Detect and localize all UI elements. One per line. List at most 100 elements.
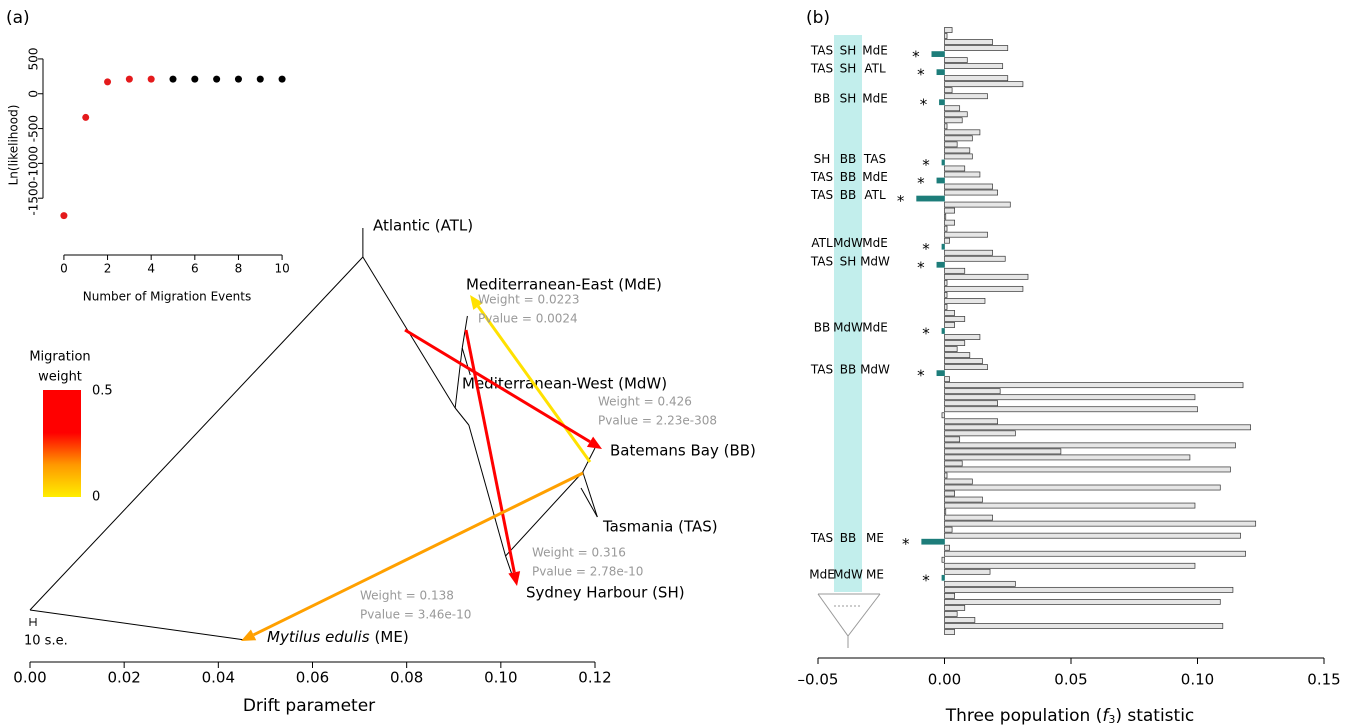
bar: [944, 237, 950, 244]
bar: [944, 63, 1004, 69]
bar: [944, 382, 1244, 389]
migration-weight: Weight = 0.426: [598, 395, 692, 409]
bar: [944, 605, 966, 611]
triplet-label: TAS: [810, 44, 833, 58]
x-tick-label: 0.10: [1181, 671, 1214, 689]
bar: [944, 586, 1234, 593]
point: [191, 75, 199, 83]
point: [125, 75, 133, 83]
leaf-label-code: (ME): [375, 628, 409, 646]
triplet-label: SH: [840, 62, 857, 76]
x-tick-label: 0.04: [202, 669, 235, 687]
y-tick-label: -500: [27, 115, 41, 142]
bar: [916, 195, 945, 202]
bar: [944, 105, 961, 112]
migration-pvalue: Pvalue = 2.23e-308: [598, 414, 717, 428]
bar: [944, 298, 986, 304]
branch: [29, 256, 364, 611]
bar: [944, 376, 950, 383]
point: [147, 75, 155, 83]
triplet-label: MdE: [862, 236, 888, 250]
bar: [944, 93, 988, 100]
x-axis-label: Drift parameter: [243, 696, 375, 716]
triplet-label: TAS: [810, 254, 833, 268]
bar: [944, 436, 961, 443]
triplet-label: BB: [840, 531, 856, 545]
bar: [944, 496, 983, 503]
migration-arrowhead: [241, 629, 257, 641]
x-tick-label: 10: [274, 262, 289, 276]
bar: [944, 562, 1196, 569]
bar: [941, 328, 945, 334]
funnel-icon: [817, 593, 881, 648]
legend-title: Migration: [29, 350, 90, 365]
x-axis-label: Number of Migration Events: [83, 290, 251, 304]
triplet-label: BB: [840, 188, 856, 202]
leaf-label: Tasmania (TAS): [602, 518, 718, 536]
leaf-label: Batemans Bay (BB): [610, 442, 756, 460]
bar: [944, 27, 953, 33]
bar: [944, 117, 963, 124]
triplet-label: TAS: [810, 188, 833, 202]
bar: [941, 574, 945, 581]
branch: [454, 407, 470, 426]
significance-mark: *: [917, 174, 925, 192]
bar: [944, 165, 966, 172]
triplet-label: SH: [840, 44, 857, 58]
bar: [944, 231, 988, 238]
bar: [936, 370, 945, 377]
point: [234, 75, 242, 83]
migration-pvalue: Pvalue = 0.0024: [478, 312, 578, 326]
bar: [944, 388, 1001, 395]
x-tick-label: 2: [104, 262, 112, 276]
migration-edge: [464, 329, 516, 573]
bar: [944, 81, 1024, 88]
bar: [944, 514, 993, 521]
bar: [944, 508, 947, 515]
migration-arrowhead: [470, 295, 484, 310]
triplet-label: ME: [866, 567, 884, 581]
triplet-label: MdE: [862, 92, 888, 106]
x-tick-label: 0.12: [578, 669, 611, 687]
bar: [944, 171, 981, 178]
bar: [944, 57, 968, 63]
bar: [944, 219, 955, 226]
branch: [582, 471, 598, 518]
triplet-label: MdW: [833, 567, 863, 581]
leaf-label: Mediterranean-West (MdW): [462, 375, 667, 393]
triplet-label: SH: [814, 152, 831, 166]
y-tick-label: -1500: [27, 181, 41, 216]
panel-label: (b): [806, 8, 830, 28]
bar: [941, 412, 945, 419]
bar: [944, 478, 973, 485]
highlight-column: [834, 35, 862, 592]
bar: [944, 346, 958, 352]
bar: [944, 33, 948, 39]
branch: [461, 315, 468, 349]
branch: [454, 347, 463, 409]
migration-edge: [252, 471, 584, 637]
bar: [944, 304, 948, 310]
bar: [944, 611, 958, 617]
bar: [944, 550, 1246, 557]
x-tick-label: 0.00: [13, 669, 46, 687]
bar: [944, 213, 947, 220]
x-tick-label: 0.15: [1307, 671, 1340, 689]
y-tick-label: -1000: [27, 146, 41, 181]
significance-mark: *: [922, 325, 930, 343]
triplet-label: ME: [866, 531, 884, 545]
point: [169, 75, 177, 83]
bar: [944, 448, 1062, 455]
bar: [944, 526, 953, 533]
bar: [921, 538, 945, 545]
x-axis-label: Three population (f3) statistic: [945, 706, 1195, 726]
triplet-label: TAS: [810, 363, 833, 377]
bar: [944, 310, 955, 316]
migration-pvalue: Pvalue = 3.46e-10: [360, 608, 471, 622]
migration-weight: Weight = 0.0223: [478, 293, 579, 307]
triplet-label: MdW: [833, 321, 863, 335]
bar: [944, 623, 1224, 629]
triplet-label: MdW: [833, 236, 863, 250]
triplet-label: MdE: [862, 321, 888, 335]
